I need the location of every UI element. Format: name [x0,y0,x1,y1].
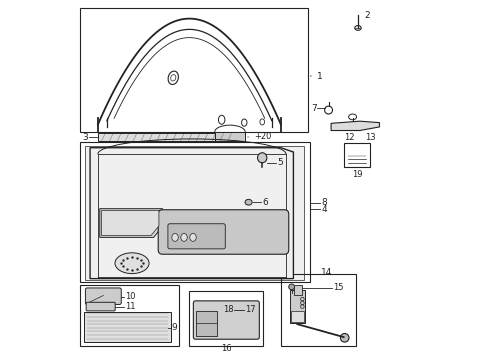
Bar [80,8,308,132]
Polygon shape [100,209,163,237]
Text: 14: 14 [321,268,333,277]
Text: 9: 9 [172,323,177,332]
Ellipse shape [115,253,149,274]
Text: 12: 12 [344,133,354,142]
Text: 7: 7 [311,104,317,113]
Text: 3: 3 [82,133,88,142]
FancyBboxPatch shape [194,301,259,339]
Bar [80,142,310,282]
Bar [344,143,370,167]
Text: 18: 18 [223,305,234,314]
Text: 2: 2 [365,10,370,19]
Bar [281,274,356,346]
Polygon shape [331,121,379,131]
Text: 19: 19 [352,170,362,179]
Bar [84,312,172,342]
Polygon shape [90,148,294,279]
Bar [196,311,218,336]
FancyBboxPatch shape [85,288,122,305]
Text: 16: 16 [220,344,231,353]
Ellipse shape [172,233,178,241]
Text: 6: 6 [262,198,268,207]
Ellipse shape [190,233,196,241]
Ellipse shape [181,233,187,241]
Bar [98,134,232,141]
Text: 5: 5 [277,158,283,167]
Text: 1: 1 [311,72,322,81]
Ellipse shape [341,333,349,342]
Polygon shape [215,132,245,141]
Text: 8: 8 [321,198,327,207]
Text: 11: 11 [125,302,135,311]
Bar [290,291,305,323]
FancyBboxPatch shape [86,302,115,311]
Ellipse shape [245,199,252,205]
Text: 10: 10 [125,292,135,301]
Bar [80,285,179,346]
FancyBboxPatch shape [168,224,225,249]
Bar [291,311,304,322]
Bar [85,146,304,280]
Ellipse shape [258,153,267,163]
Polygon shape [101,211,159,235]
FancyBboxPatch shape [158,210,289,254]
Bar [190,291,263,346]
Bar [294,285,302,295]
Text: 15: 15 [333,283,343,292]
Text: +20: +20 [248,132,271,141]
Text: 13: 13 [365,133,376,142]
Ellipse shape [289,284,294,290]
Text: 4: 4 [321,205,327,214]
Text: 17: 17 [245,305,256,314]
